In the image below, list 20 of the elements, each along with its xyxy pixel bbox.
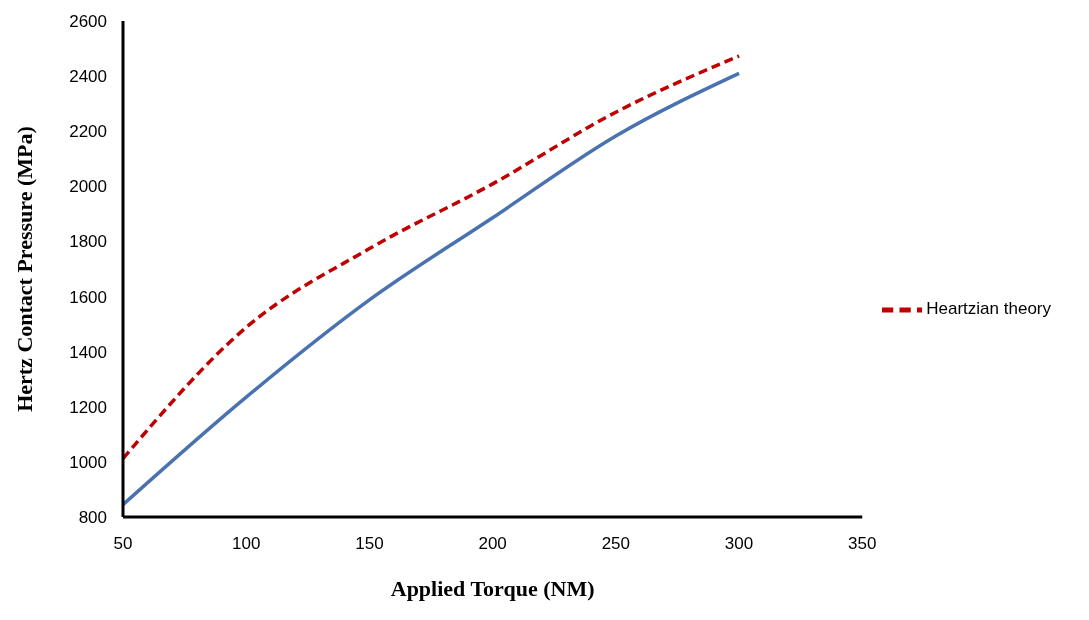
y-tick-label: 1800 bbox=[69, 232, 107, 252]
x-axis-title: Applied Torque (NM) bbox=[390, 576, 595, 601]
x-tick-label: 250 bbox=[601, 534, 631, 554]
y-tick-label: 1200 bbox=[69, 397, 107, 417]
y-tick-label: 800 bbox=[78, 508, 107, 528]
y-tick-label: 1400 bbox=[69, 342, 107, 362]
y-tick-label: 2400 bbox=[69, 67, 107, 87]
legend-label: Heartzian theory bbox=[926, 299, 1051, 319]
y-tick-label: 1600 bbox=[69, 287, 107, 307]
y-tick-label: 1000 bbox=[69, 452, 107, 472]
x-tick-label: 350 bbox=[848, 534, 877, 554]
y-tick-label: 2600 bbox=[69, 12, 107, 32]
x-tick-label: 150 bbox=[355, 534, 384, 554]
x-tick-label: 50 bbox=[113, 534, 133, 554]
x-tick-label: 200 bbox=[478, 534, 507, 554]
y-axis-title: Hertz Contact Pressure (MPa) bbox=[11, 126, 37, 412]
x-tick-label: 100 bbox=[232, 534, 261, 554]
y-tick-label: 2200 bbox=[69, 122, 107, 142]
y-tick-label: 2000 bbox=[69, 177, 107, 197]
x-tick-label: 300 bbox=[724, 534, 754, 554]
